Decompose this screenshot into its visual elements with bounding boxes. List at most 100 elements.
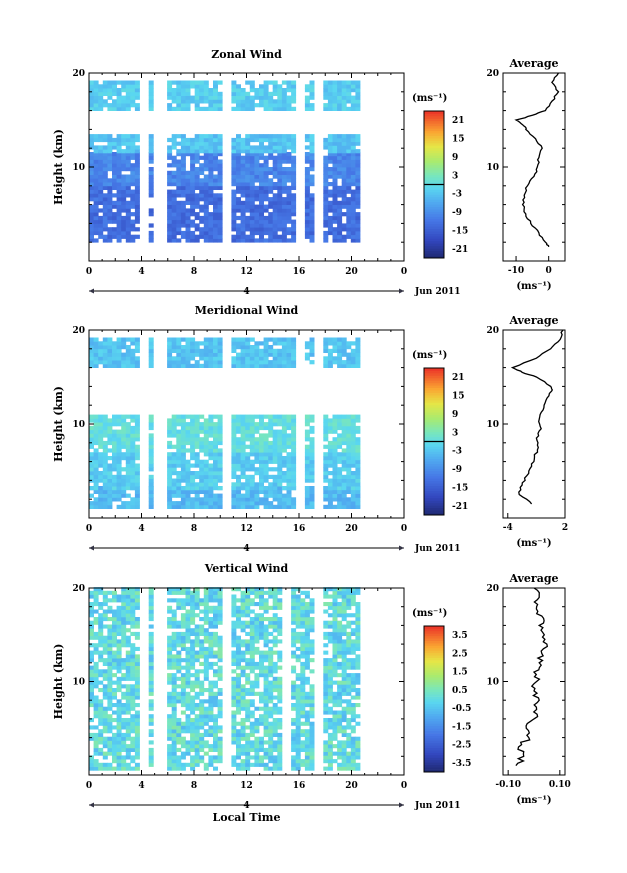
heatmap-cell bbox=[304, 478, 310, 483]
heatmap-cell bbox=[323, 676, 329, 681]
heatmap-cell bbox=[176, 590, 182, 595]
heatmap-cell bbox=[217, 617, 223, 622]
heatmap-cell bbox=[199, 182, 205, 187]
profile-x-label: (ms⁻¹) bbox=[516, 281, 551, 292]
heatmap-cell bbox=[350, 504, 356, 509]
heatmap-cell bbox=[199, 459, 205, 464]
heatmap-cell bbox=[134, 654, 140, 659]
heatmap-cell bbox=[341, 91, 347, 96]
heatmap-cell bbox=[304, 501, 310, 506]
heatmap-cell bbox=[194, 134, 200, 139]
heatmap-cell bbox=[213, 163, 218, 168]
heatmap-cell bbox=[190, 200, 196, 205]
heatmap-cell bbox=[240, 493, 246, 498]
heatmap-cell bbox=[341, 106, 347, 111]
heatmap-cell bbox=[171, 676, 177, 681]
heatmap-cell bbox=[121, 482, 127, 487]
heatmap-cell bbox=[98, 620, 104, 625]
heatmap-cell bbox=[171, 714, 177, 719]
heatmap-cell bbox=[263, 444, 269, 449]
heatmap-cell bbox=[199, 429, 205, 434]
heatmap-cell bbox=[171, 725, 177, 730]
heatmap-cell bbox=[199, 91, 205, 96]
heatmap-cell bbox=[332, 463, 338, 468]
heatmap-cell bbox=[268, 227, 274, 232]
heatmap-cell bbox=[327, 452, 333, 457]
heatmap-cell bbox=[203, 661, 209, 666]
heatmap-cell bbox=[107, 95, 113, 100]
heatmap-cell bbox=[327, 699, 333, 704]
heatmap-cell bbox=[268, 91, 274, 96]
heatmap-cell bbox=[185, 433, 191, 438]
heatmap-cell bbox=[341, 474, 347, 479]
heatmap-cell bbox=[208, 710, 214, 715]
heatmap-cell bbox=[236, 744, 241, 749]
heatmap-cell bbox=[272, 238, 278, 243]
heatmap-cell bbox=[208, 725, 214, 730]
heatmap-cell bbox=[116, 699, 122, 704]
heatmap-cell bbox=[176, 654, 182, 659]
heatmap-cell bbox=[171, 178, 177, 183]
heatmap-cell bbox=[231, 155, 237, 160]
heatmap-cell bbox=[259, 356, 264, 361]
heatmap-cell bbox=[213, 587, 218, 592]
heatmap-cell bbox=[341, 197, 347, 202]
heatmap-cell bbox=[167, 643, 173, 648]
heatmap-cell bbox=[107, 106, 113, 111]
heatmap-cell bbox=[194, 605, 200, 610]
heatmap-cell bbox=[148, 182, 154, 187]
heatmap-cell bbox=[185, 624, 191, 629]
heatmap-cell bbox=[249, 174, 255, 179]
heatmap-cell bbox=[121, 159, 127, 164]
heatmap-cell bbox=[291, 155, 297, 160]
heatmap-cell bbox=[93, 208, 99, 213]
heatmap-cell bbox=[98, 710, 104, 715]
x-tick-label: 12 bbox=[240, 524, 253, 534]
heatmap-cell bbox=[176, 684, 182, 689]
heatmap-cell bbox=[231, 356, 237, 361]
heatmap-cell bbox=[236, 167, 241, 172]
heatmap-cell bbox=[346, 463, 352, 468]
heatmap-cell bbox=[208, 680, 214, 685]
colorbar-swatch bbox=[424, 483, 444, 486]
heatmap-cell bbox=[171, 345, 177, 350]
heatmap-cell bbox=[277, 665, 283, 670]
heatmap-cell bbox=[277, 718, 283, 723]
heatmap-cell bbox=[327, 736, 333, 741]
heatmap-cell bbox=[300, 635, 306, 640]
heatmap-cell bbox=[190, 710, 196, 715]
heatmap-cell bbox=[341, 418, 347, 423]
heatmap-cell bbox=[116, 200, 122, 205]
heatmap-cell bbox=[236, 437, 241, 442]
heatmap-cell bbox=[263, 617, 269, 622]
heatmap-cell bbox=[281, 356, 287, 361]
heatmap-cell bbox=[332, 234, 338, 239]
heatmap-cell bbox=[102, 706, 108, 711]
heatmap-cell bbox=[277, 605, 283, 610]
heatmap-cell bbox=[98, 134, 104, 139]
heatmap-cell bbox=[231, 84, 237, 89]
heatmap-cell bbox=[208, 345, 214, 350]
heatmap-cell bbox=[236, 178, 241, 183]
heatmap-cell bbox=[125, 152, 131, 157]
heatmap-cell bbox=[231, 587, 237, 592]
heatmap-cell bbox=[167, 486, 173, 491]
heatmap-cell bbox=[268, 95, 274, 100]
heatmap-cell bbox=[236, 658, 241, 663]
heatmap-cell bbox=[190, 444, 196, 449]
heatmap-cell bbox=[240, 497, 246, 502]
heatmap-cell bbox=[281, 440, 287, 446]
heatmap-cell bbox=[332, 152, 338, 157]
heatmap-cell bbox=[180, 149, 186, 154]
heatmap-cell bbox=[93, 699, 99, 704]
heatmap-cell bbox=[148, 755, 154, 760]
heatmap-cell bbox=[236, 363, 241, 368]
heatmap-cell bbox=[203, 95, 209, 100]
heatmap-cell bbox=[240, 504, 246, 509]
heatmap-cell bbox=[350, 95, 356, 100]
heatmap-cell bbox=[213, 134, 218, 139]
heatmap-cell bbox=[304, 703, 310, 708]
heatmap-cell bbox=[245, 631, 251, 636]
heatmap-cell bbox=[291, 766, 297, 771]
heatmap-cell bbox=[304, 463, 310, 468]
